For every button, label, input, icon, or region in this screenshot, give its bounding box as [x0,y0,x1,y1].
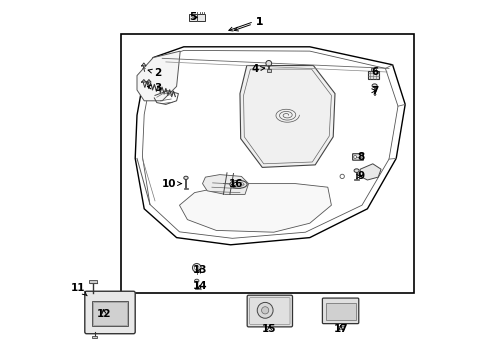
Circle shape [193,264,201,272]
FancyBboxPatch shape [92,301,128,326]
Ellipse shape [184,176,188,180]
Bar [121,34,414,293]
Text: 12: 12 [97,309,111,319]
Circle shape [340,174,344,179]
Ellipse shape [266,60,271,66]
FancyBboxPatch shape [195,288,199,289]
Text: 16: 16 [229,179,243,189]
Polygon shape [137,51,180,101]
Ellipse shape [195,279,199,282]
FancyBboxPatch shape [371,68,376,71]
FancyBboxPatch shape [189,14,197,21]
Polygon shape [202,175,248,194]
FancyBboxPatch shape [322,298,359,324]
Text: 6: 6 [372,67,379,77]
Text: 10: 10 [161,179,182,189]
Polygon shape [179,184,331,232]
Text: 9: 9 [357,171,365,181]
Ellipse shape [372,84,377,87]
Circle shape [195,266,199,270]
Text: 1: 1 [256,17,263,27]
FancyBboxPatch shape [368,71,379,79]
FancyBboxPatch shape [184,188,188,189]
Ellipse shape [233,182,244,186]
FancyBboxPatch shape [247,295,293,327]
Text: 8: 8 [357,152,365,162]
Text: 2: 2 [148,68,162,78]
FancyBboxPatch shape [267,69,271,72]
Text: 17: 17 [334,324,348,334]
Circle shape [354,156,357,158]
Text: 14: 14 [193,281,207,291]
FancyBboxPatch shape [197,14,205,21]
Ellipse shape [354,169,359,172]
Circle shape [262,307,269,314]
Circle shape [257,302,273,318]
Polygon shape [240,66,335,167]
Polygon shape [360,164,381,180]
Text: 11: 11 [71,283,87,296]
Text: 1: 1 [234,17,263,31]
FancyBboxPatch shape [92,336,97,338]
Text: 7: 7 [371,86,379,96]
Text: 15: 15 [262,324,277,334]
Text: 3: 3 [147,83,162,93]
FancyBboxPatch shape [354,179,359,180]
FancyBboxPatch shape [337,326,344,329]
FancyBboxPatch shape [85,291,135,334]
Text: 13: 13 [193,265,207,275]
FancyBboxPatch shape [353,154,364,160]
Ellipse shape [230,180,247,188]
Polygon shape [135,47,405,245]
Text: 5: 5 [189,12,197,22]
FancyBboxPatch shape [326,303,356,320]
FancyBboxPatch shape [90,280,97,283]
Text: 4: 4 [251,64,265,74]
